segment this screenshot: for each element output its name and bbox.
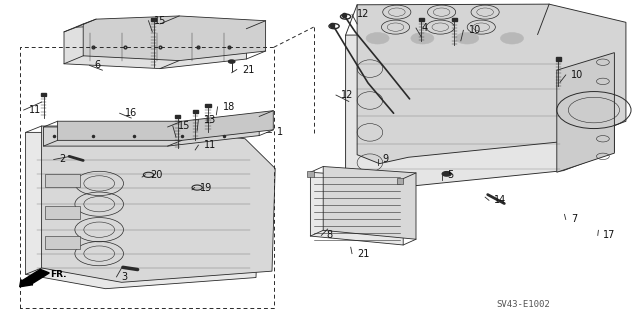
- FancyBboxPatch shape: [45, 174, 80, 187]
- Text: 18: 18: [223, 102, 235, 112]
- Circle shape: [228, 60, 235, 63]
- Bar: [556, 57, 561, 61]
- Text: 12: 12: [357, 9, 369, 19]
- Text: 20: 20: [150, 170, 163, 180]
- FancyBboxPatch shape: [307, 171, 314, 177]
- Polygon shape: [83, 16, 266, 61]
- Polygon shape: [58, 111, 273, 140]
- Bar: [41, 93, 46, 96]
- FancyBboxPatch shape: [45, 236, 80, 249]
- Polygon shape: [357, 4, 626, 164]
- Text: FR.: FR.: [50, 271, 67, 279]
- Circle shape: [456, 33, 479, 44]
- Circle shape: [442, 172, 451, 176]
- Text: 10: 10: [571, 70, 583, 80]
- Text: 11: 11: [29, 105, 41, 115]
- Polygon shape: [64, 24, 246, 69]
- Text: 4: 4: [421, 23, 428, 33]
- Text: SV43-E1002: SV43-E1002: [497, 300, 550, 309]
- Polygon shape: [44, 116, 259, 146]
- Polygon shape: [310, 172, 403, 245]
- Polygon shape: [42, 126, 275, 282]
- Polygon shape: [346, 34, 614, 194]
- Bar: [151, 18, 156, 21]
- FancyBboxPatch shape: [397, 178, 403, 184]
- Bar: [419, 18, 424, 21]
- Text: 16: 16: [125, 108, 137, 118]
- Text: 3: 3: [122, 272, 128, 282]
- Text: 19: 19: [200, 182, 212, 193]
- Text: 15: 15: [178, 121, 190, 131]
- Circle shape: [411, 33, 434, 44]
- Polygon shape: [323, 167, 416, 239]
- Polygon shape: [26, 132, 259, 289]
- Text: 12: 12: [341, 90, 353, 100]
- Text: 2: 2: [59, 154, 65, 165]
- Text: 15: 15: [154, 16, 166, 26]
- Text: 10: 10: [468, 25, 481, 35]
- Text: 7: 7: [571, 214, 577, 225]
- Bar: [452, 18, 457, 21]
- Text: 13: 13: [204, 115, 216, 125]
- FancyBboxPatch shape: [45, 206, 80, 219]
- Text: 14: 14: [494, 195, 506, 205]
- FancyArrow shape: [20, 269, 49, 287]
- Circle shape: [500, 33, 524, 44]
- Text: 17: 17: [603, 230, 615, 241]
- Text: 8: 8: [326, 230, 333, 241]
- Text: 11: 11: [204, 140, 216, 150]
- Text: 1: 1: [276, 127, 283, 137]
- Text: 21: 21: [357, 249, 369, 259]
- Text: 9: 9: [383, 154, 389, 164]
- Text: 5: 5: [447, 170, 453, 180]
- Bar: [175, 115, 180, 118]
- Text: 21: 21: [242, 64, 254, 75]
- Circle shape: [366, 33, 389, 44]
- Text: 6: 6: [95, 60, 101, 70]
- Bar: [205, 104, 211, 107]
- Polygon shape: [557, 53, 614, 172]
- Bar: [193, 110, 198, 113]
